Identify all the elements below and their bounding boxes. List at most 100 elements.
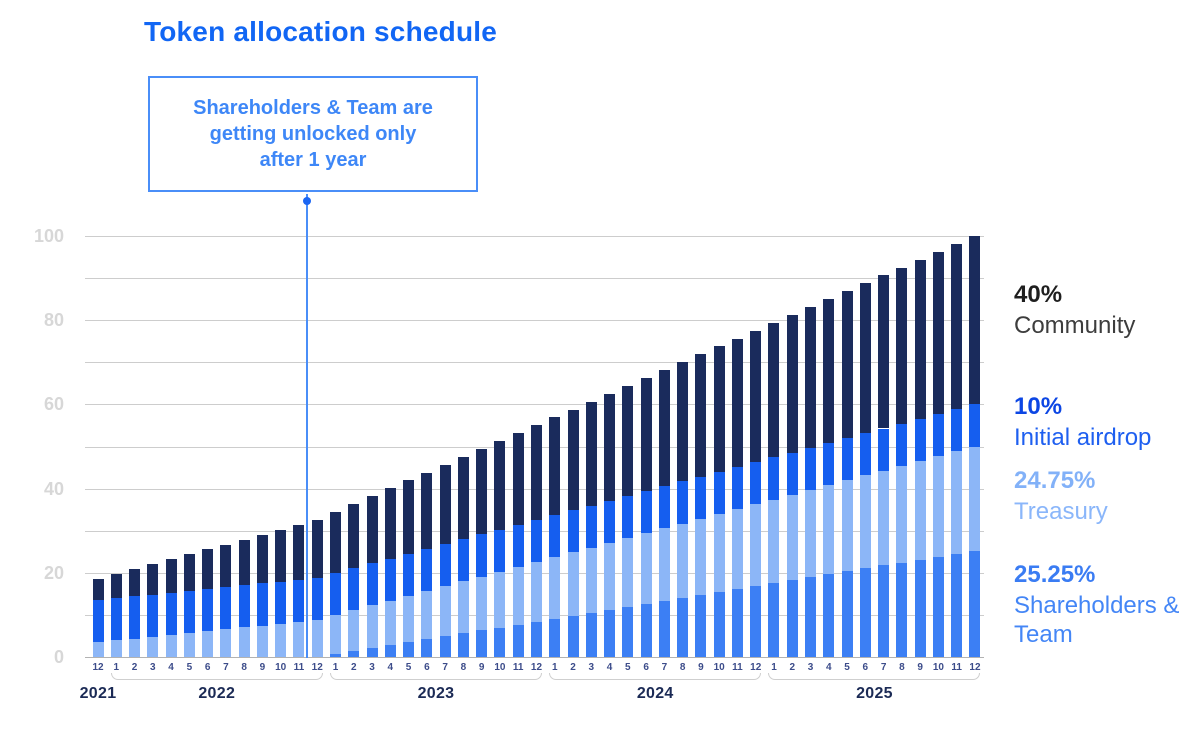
x-axis-month-label: 2 — [789, 662, 796, 673]
bar-segment-community — [92, 579, 104, 601]
x-axis-month-label: 12 — [750, 662, 762, 673]
bar-segment-initial-airdrop — [238, 585, 250, 628]
bar-segment-shareholders-team — [439, 636, 451, 657]
x-axis-month-label: 3 — [807, 662, 814, 673]
bar-segment-community — [896, 267, 908, 424]
bar-segment-treasury — [805, 489, 817, 578]
x-axis-month-label: 12 — [311, 662, 323, 673]
bar-segment-treasury — [859, 475, 871, 569]
bar-segment-shareholders-team — [969, 550, 981, 657]
stacked-bar — [841, 291, 853, 657]
x-axis-month-label: 5 — [844, 662, 850, 673]
legend-pct-shareholders-team: 25.25% — [1014, 561, 1096, 588]
stacked-bar — [494, 441, 506, 657]
stacked-bar — [750, 330, 762, 657]
bar-segment-community — [476, 448, 488, 535]
bar-segment-shareholders-team — [713, 592, 725, 657]
bar-segment-community — [805, 306, 817, 448]
stacked-bar — [275, 529, 287, 657]
bar-segment-community — [202, 549, 214, 589]
x-axis-month-label: 10 — [275, 662, 287, 673]
x-axis-month-label: 12 — [92, 662, 104, 673]
bar-segment-initial-airdrop — [311, 577, 323, 620]
bar-segment-community — [366, 496, 378, 564]
bar-segment-initial-airdrop — [330, 572, 341, 616]
bar-segment-initial-airdrop — [786, 452, 798, 495]
bar-segment-initial-airdrop — [366, 563, 378, 606]
bar-segment-initial-airdrop — [622, 495, 634, 539]
bar-segment-initial-airdrop — [439, 544, 451, 587]
stacked-bar — [859, 283, 871, 657]
gridline — [85, 320, 984, 322]
callout-box: Shareholders & Team are getting unlocked… — [148, 76, 478, 192]
bar-segment-initial-airdrop — [476, 534, 488, 577]
bar-segment-treasury — [914, 460, 926, 560]
bar-segment-treasury — [768, 499, 780, 584]
stacked-bar — [421, 472, 433, 657]
bar-segment-shareholders-team — [768, 583, 780, 657]
x-axis-month-label: 12 — [530, 662, 543, 673]
stacked-bar — [622, 385, 634, 657]
legend-label-treasury: Treasury — [1014, 498, 1108, 525]
callout-pointer-dot-icon — [303, 197, 311, 205]
legend-label-shareholders-team: Shareholders & Team — [1014, 592, 1180, 648]
stacked-bar — [567, 409, 579, 657]
bar-segment-initial-airdrop — [640, 491, 652, 534]
bar-segment-community — [713, 346, 725, 472]
bar-segment-community — [823, 299, 835, 443]
bar-segment-initial-airdrop — [841, 438, 853, 481]
gridline — [85, 404, 984, 406]
bar-segment-community — [530, 425, 542, 520]
bar-segment-treasury — [932, 456, 944, 557]
bar-segment-shareholders-team — [549, 618, 561, 657]
bar-segment-initial-airdrop — [165, 592, 177, 635]
bar-segment-shareholders-team — [421, 639, 433, 657]
stacked-bar — [92, 579, 104, 657]
x-axis-month-label: 7 — [442, 662, 448, 673]
bar-segment-shareholders-team — [330, 654, 341, 657]
stacked-bar — [129, 569, 141, 657]
stacked-bar — [403, 480, 415, 657]
bar-segment-shareholders-team — [658, 600, 670, 657]
bar-segment-initial-airdrop — [969, 404, 981, 447]
bar-segment-treasury — [549, 557, 561, 619]
year-label: 2023 — [417, 685, 455, 702]
stacked-bar — [658, 370, 670, 657]
bar-segment-community — [165, 559, 177, 593]
bar-segment-treasury — [604, 542, 616, 610]
bar-segment-shareholders-team — [750, 586, 762, 657]
gridline — [85, 362, 984, 364]
bar-segment-initial-airdrop — [220, 587, 232, 630]
bar-segment-treasury — [823, 485, 835, 575]
bar-segment-treasury — [165, 634, 177, 657]
bar-segment-community — [750, 330, 762, 463]
bar-segment-initial-airdrop — [512, 524, 524, 567]
bar-segment-community — [932, 251, 944, 415]
bar-segment-initial-airdrop — [932, 414, 944, 457]
x-axis-month-label: 9 — [478, 662, 485, 673]
bar-segment-treasury — [677, 523, 689, 598]
year-bracket — [768, 673, 981, 680]
bar-segment-community — [311, 519, 323, 578]
year-bracket — [549, 673, 762, 680]
x-axis-month-label: 1 — [332, 662, 339, 673]
bar-segment-initial-airdrop — [494, 529, 506, 572]
bar-segment-community — [731, 338, 743, 468]
bar-segment-initial-airdrop — [914, 418, 926, 461]
callout-text: Shareholders & Team are getting unlocked… — [193, 97, 433, 171]
bar-segment-community — [238, 539, 250, 586]
bar-segment-community — [604, 393, 616, 501]
x-axis-month-label: 12 — [969, 662, 981, 673]
bar-segment-shareholders-team — [494, 627, 506, 657]
x-axis-month-label: 10 — [494, 662, 506, 673]
x-axis-month-label: 4 — [387, 662, 394, 673]
stacked-bar — [256, 534, 268, 657]
bar-segment-treasury — [969, 446, 981, 551]
bar-segment-community — [859, 283, 871, 434]
bar-segment-treasury — [311, 619, 323, 657]
bar-segment-initial-airdrop — [823, 442, 835, 486]
bar-segment-initial-airdrop — [348, 568, 360, 611]
stacked-bar — [384, 488, 396, 657]
gridline — [85, 657, 984, 658]
x-axis-month-label: 1 — [113, 662, 120, 673]
